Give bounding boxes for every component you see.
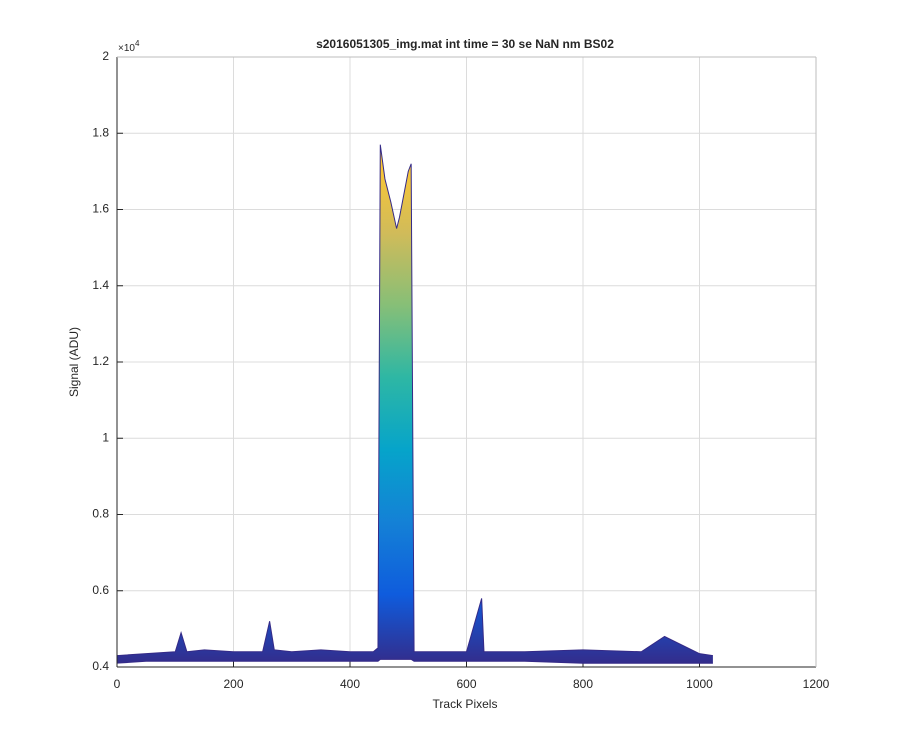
- x-tick-label: 1200: [803, 677, 830, 691]
- x-tick-label: 1000: [686, 677, 713, 691]
- y-tick-label: 0.6: [92, 583, 109, 597]
- x-tick-label: 600: [456, 677, 476, 691]
- y-multiplier-base: ×10: [118, 43, 135, 54]
- x-tick-label: 200: [223, 677, 243, 691]
- y-tick-label: 1.4: [92, 278, 109, 292]
- x-tick-label: 800: [573, 677, 593, 691]
- signal-edge: [116, 144, 713, 657]
- y-tick-label: 1.8: [92, 125, 109, 139]
- x-axis-label: Track Pixels: [433, 697, 498, 711]
- signal-edge: [116, 658, 713, 664]
- y-multiplier: ×104: [118, 39, 140, 54]
- y-tick-label: 1.2: [92, 354, 109, 368]
- x-tick-label: 400: [340, 677, 360, 691]
- y-tick-label: 2: [102, 49, 109, 63]
- x-tick-label: 0: [114, 677, 121, 691]
- y-tick-label: 1: [102, 430, 109, 444]
- chart-title: s2016051305_img.mat int time = 30 se NaN…: [316, 37, 614, 51]
- y-axis-label: Signal (ADU): [67, 327, 81, 397]
- y-tick-label: 1.6: [92, 202, 109, 216]
- y-tick-label: 0.8: [92, 507, 109, 521]
- y-tick-label: 0.4: [92, 659, 109, 673]
- y-multiplier-power: 4: [135, 39, 140, 48]
